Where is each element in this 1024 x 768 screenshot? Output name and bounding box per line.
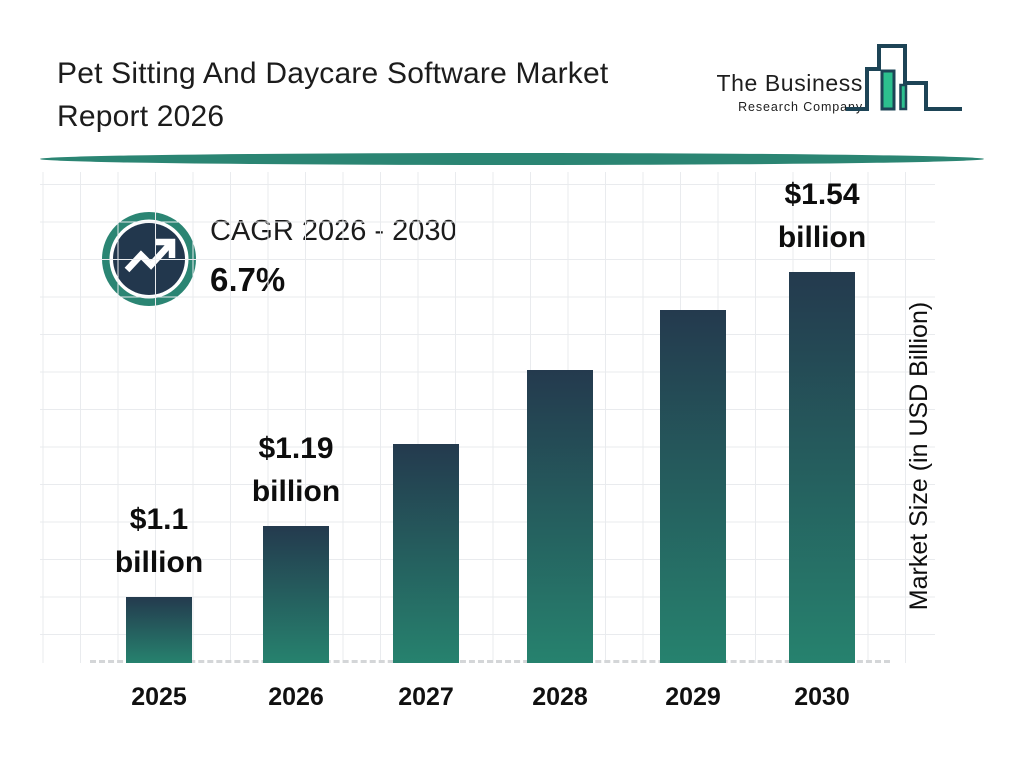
- bar-column-2026: $1.19 billion 2026: [252, 432, 340, 711]
- chart-plot-area: [40, 172, 935, 663]
- logo-skyline-icon: [846, 44, 962, 111]
- bar-2026: [263, 526, 329, 663]
- y-axis-title: Market Size (in USD Billion): [905, 301, 933, 611]
- x-tick-2028: 2028: [532, 683, 588, 711]
- x-tick-2029: 2029: [665, 683, 721, 711]
- bar-2028: [527, 370, 593, 663]
- bar-column-2025: $1.1 billion 2025: [115, 503, 203, 711]
- value-label-2025: $1.1 billion: [114, 503, 204, 579]
- bar-column-2029: 2029: [660, 310, 726, 711]
- value-label-2030: $1.54 billion: [777, 178, 867, 254]
- x-tick-2027: 2027: [398, 683, 454, 711]
- bar-2029: [660, 310, 726, 663]
- bar-column-2030: $1.54 billion 2030: [778, 178, 866, 711]
- page-title-line2: Report 2026: [57, 100, 225, 133]
- logo-name: The Business: [716, 70, 863, 96]
- x-tick-2025: 2025: [131, 683, 187, 711]
- divider-swoosh: [40, 153, 984, 165]
- x-tick-2026: 2026: [268, 683, 324, 711]
- page-title-line1: Pet Sitting And Daycare Software Market: [57, 57, 609, 90]
- company-logo-text: The Business Research Company: [700, 70, 863, 114]
- bar-2030: [789, 272, 855, 663]
- bar-column-2028: 2028: [527, 370, 593, 711]
- x-axis-baseline: [90, 660, 890, 663]
- page-title: Pet Sitting And Daycare Software Market …: [57, 52, 608, 138]
- bar-2027: [393, 444, 459, 663]
- value-label-2026: $1.19 billion: [251, 432, 341, 508]
- logo-subname: Research Company: [738, 100, 863, 114]
- bar-2025: [126, 597, 192, 663]
- x-tick-2030: 2030: [794, 683, 850, 711]
- bar-column-2027: 2027: [393, 444, 459, 711]
